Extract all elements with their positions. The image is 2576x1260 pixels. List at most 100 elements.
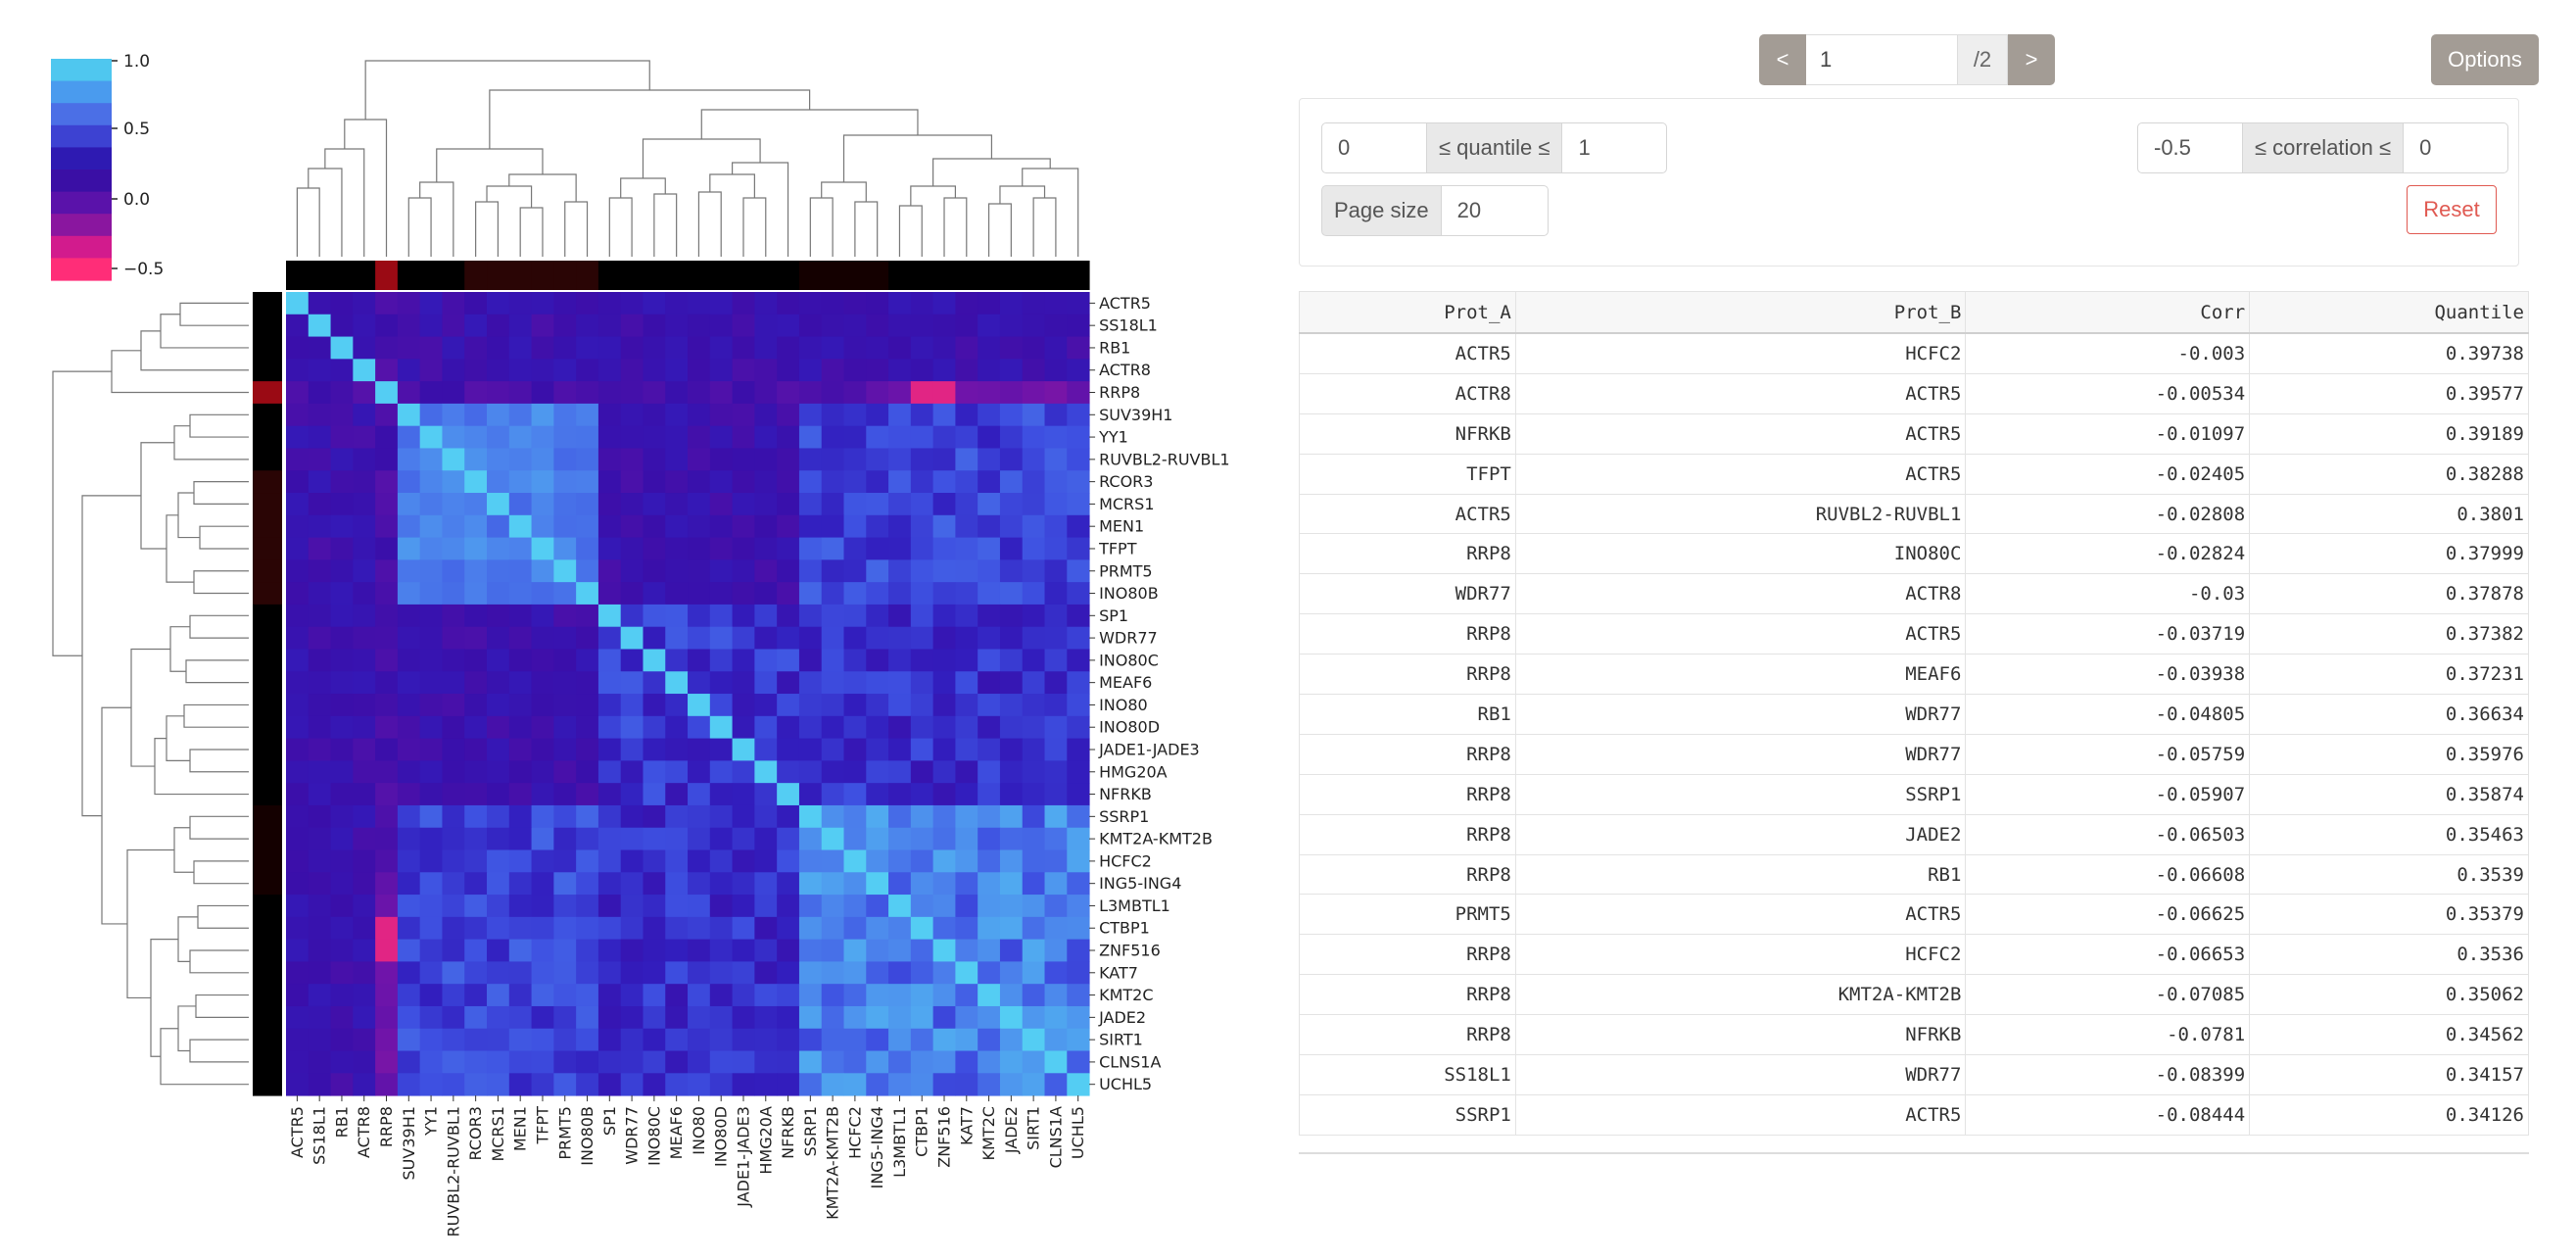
table-row[interactable]: SS18L1 WDR77 -0.08399 0.34157 — [1299, 1054, 2529, 1095]
row-label: SIRT1 — [1099, 1031, 1143, 1049]
correlation-max-input[interactable] — [2403, 122, 2509, 173]
table-row[interactable]: ACTR8 ACTR5 -0.00534 0.39577 — [1299, 372, 2529, 414]
heatmap-cell — [597, 403, 622, 427]
heatmap-cell — [688, 783, 711, 806]
quantile-min-input[interactable] — [1321, 122, 1427, 173]
heatmap-cell — [665, 827, 689, 850]
row-color-cell — [253, 895, 282, 918]
colorbar-swatch — [51, 214, 112, 237]
heatmap-cell — [910, 649, 934, 672]
table-row[interactable]: RRP8 MEAF6 -0.03938 0.37231 — [1299, 654, 2529, 696]
heatmap-cell — [553, 448, 577, 471]
heatmap-cell — [910, 314, 934, 338]
heatmap-cell — [576, 1050, 599, 1074]
heatmap-cell — [709, 493, 734, 516]
heatmap-cell — [843, 649, 867, 672]
heatmap-cell — [709, 984, 734, 1007]
heatmap-cell — [442, 292, 465, 315]
heatmap-cell — [1022, 783, 1046, 806]
correlation-filter: ≤ correlation ≤ — [2137, 122, 2509, 173]
heatmap-cell — [798, 939, 823, 962]
table-row[interactable]: WDR77 ACTR8 -0.03 0.37878 — [1299, 573, 2529, 615]
column-header-corr[interactable]: Corr — [1965, 291, 2251, 334]
heatmap-cell — [1022, 916, 1046, 941]
heatmap-cell — [866, 783, 889, 806]
heatmap-cell — [508, 783, 533, 806]
heatmap-cell — [732, 493, 755, 516]
heatmap-cell — [397, 582, 421, 606]
column-header-prot-a[interactable]: Prot_A — [1299, 291, 1516, 334]
table-row[interactable]: RRP8 NFRKB -0.0781 0.34562 — [1299, 1014, 2529, 1056]
table-row[interactable]: RRP8 ACTR5 -0.03719 0.37382 — [1299, 613, 2529, 655]
table-row[interactable]: RRP8 HCFC2 -0.06653 0.3536 — [1299, 934, 2529, 976]
column-color-cell — [1067, 261, 1090, 290]
next-page-button[interactable]: > — [2008, 34, 2055, 85]
column-header-prot-b[interactable]: Prot_B — [1514, 291, 1967, 334]
options-button[interactable]: Options — [2431, 34, 2539, 85]
table-row[interactable]: RRP8 INO80C -0.02824 0.37999 — [1299, 533, 2529, 575]
heatmap-cell — [531, 381, 554, 405]
table-row[interactable]: RRP8 WDR77 -0.05759 0.35976 — [1299, 733, 2529, 775]
heatmap-cell — [709, 292, 734, 315]
heatmap-cell — [464, 537, 488, 560]
column-header-quantile[interactable]: Quantile — [2249, 291, 2529, 334]
reset-button[interactable]: Reset — [2407, 185, 2497, 234]
table-row[interactable]: RRP8 KMT2A-KMT2B -0.07085 0.35062 — [1299, 974, 2529, 1016]
table-row[interactable]: SSRP1 ACTR5 -0.08444 0.34126 — [1299, 1093, 2529, 1136]
heatmap-cell — [286, 1005, 310, 1030]
heatmap-cell — [308, 336, 332, 360]
table-row[interactable]: NFRKB ACTR5 -0.01097 0.39189 — [1299, 412, 2529, 455]
heatmap-cell — [888, 984, 912, 1007]
table-row[interactable]: ACTR5 HCFC2 -0.003 0.39738 — [1299, 332, 2529, 374]
table-row[interactable]: TFPT ACTR5 -0.02405 0.38288 — [1299, 453, 2529, 495]
correlation-min-input[interactable] — [2137, 122, 2243, 173]
heatmap-cell — [308, 849, 332, 873]
table-row[interactable]: RRP8 SSRP1 -0.05907 0.35874 — [1299, 773, 2529, 815]
heatmap-cell — [553, 827, 577, 850]
column-color-cell — [620, 261, 644, 290]
dendrogram-link — [709, 173, 755, 198]
heatmap-cell — [1067, 872, 1090, 896]
heatmap-cell — [508, 448, 533, 471]
heatmap-cell — [1044, 895, 1068, 918]
heatmap-cell — [732, 582, 755, 606]
row-color-cell — [253, 849, 282, 873]
page-size-input[interactable] — [1440, 185, 1549, 236]
heatmap-cell — [932, 649, 956, 672]
heatmap-cell — [1044, 760, 1068, 784]
table-row[interactable]: RB1 WDR77 -0.04805 0.36634 — [1299, 694, 2529, 735]
heatmap-cell — [464, 448, 488, 471]
heatmap-cell — [597, 1005, 622, 1030]
heatmap-cell — [777, 694, 800, 717]
heatmap-cell — [843, 872, 867, 896]
table-row[interactable]: ACTR5 RUVBL2-RUVBL1 -0.02808 0.3801 — [1299, 493, 2529, 535]
heatmap-cell — [978, 314, 1001, 338]
cell-quantile: 0.39189 — [2249, 412, 2529, 455]
table-row[interactable]: PRMT5 ACTR5 -0.06625 0.35379 — [1299, 894, 2529, 936]
column-label: PRMT5 — [555, 1106, 574, 1160]
table-row[interactable]: RRP8 RB1 -0.06608 0.3539 — [1299, 853, 2529, 896]
heatmap-cell — [866, 895, 889, 918]
heatmap-cell — [397, 984, 421, 1007]
heatmap-cell — [732, 381, 755, 405]
heatmap-cell — [576, 760, 599, 784]
quantile-max-input[interactable] — [1561, 122, 1668, 173]
heatmap-cell — [665, 336, 689, 360]
heatmap-cell — [932, 760, 956, 784]
heatmap-cell — [620, 671, 644, 695]
cell-corr: -0.00534 — [1965, 372, 2251, 414]
column-label: RRP8 — [377, 1106, 396, 1147]
cell-corr: -0.02824 — [1965, 533, 2251, 575]
heatmap-cell — [843, 895, 867, 918]
heatmap-cell — [576, 895, 599, 918]
table-row[interactable]: RRP8 JADE2 -0.06503 0.35463 — [1299, 813, 2529, 855]
heatmap-cell — [1067, 1050, 1090, 1074]
heatmap-cell — [955, 895, 978, 918]
heatmap-cell — [798, 292, 823, 315]
page-number-input[interactable] — [1806, 34, 1957, 85]
heatmap-cell — [665, 694, 689, 717]
heatmap-cell — [888, 760, 912, 784]
heatmap-cell — [620, 715, 644, 740]
heatmap-cell — [397, 804, 421, 829]
prev-page-button[interactable]: < — [1759, 34, 1806, 85]
